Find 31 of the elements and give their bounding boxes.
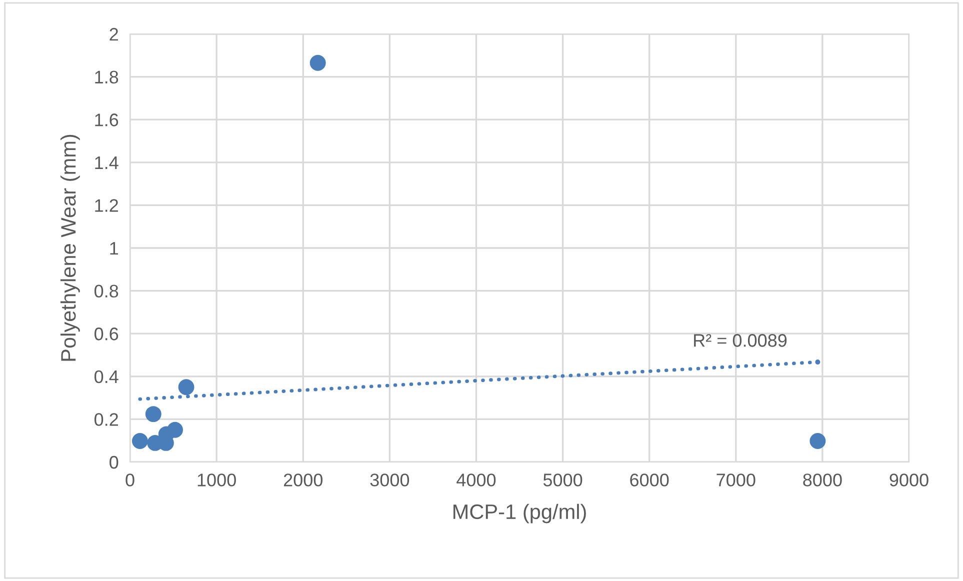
y-tick-label: 0	[110, 456, 118, 469]
x-axis-title: MCP-1 (pg/ml)	[454, 504, 586, 524]
point	[132, 433, 148, 450]
x-tick-label: 8000	[803, 474, 842, 486]
y-tick-label: 1.8	[95, 70, 118, 84]
point	[810, 433, 826, 450]
y-tick-label: 1.2	[95, 199, 118, 212]
x-tick-label: 6000	[630, 474, 669, 486]
y-tick-label: 1	[110, 242, 118, 255]
x-tick-label: 7000	[716, 474, 756, 486]
x-tick-label: 4000	[456, 474, 496, 486]
x-tick-label: 9000	[890, 474, 928, 486]
y-axis-title: Polyethylene Wear (mm)	[60, 134, 80, 361]
y-tick-label: 0.2	[94, 413, 118, 426]
point	[178, 379, 194, 396]
x-tick-label: 5000	[543, 474, 582, 486]
point	[167, 422, 183, 438]
y-tick-label: 0.8	[94, 284, 118, 298]
y-tick-label: 2	[110, 28, 118, 41]
y-tick-label: 1.6	[95, 114, 118, 126]
x-tick-label: 3000	[370, 474, 410, 486]
y-tick-label: 0.4	[94, 370, 118, 384]
x-tick-label: 1000	[198, 474, 236, 486]
point	[145, 406, 162, 422]
y-tick-label: 1.4	[95, 156, 118, 169]
x-tick-label: 2000	[284, 474, 322, 486]
x-tick-label: 0	[126, 474, 134, 486]
point	[815, 360, 820, 365]
point	[310, 54, 326, 71]
annotation: R² = 0.0089	[694, 334, 787, 347]
y-tick-label: 0.6	[94, 328, 118, 340]
